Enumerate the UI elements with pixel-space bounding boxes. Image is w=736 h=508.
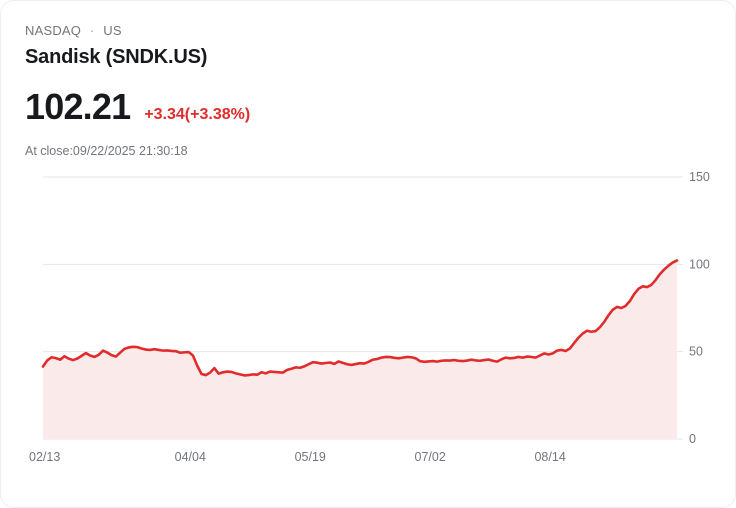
x-tick-label: 07/02 xyxy=(415,450,446,464)
quote-header: NASDAQ · US Sandisk (SNDK.US) 102.21 +3.… xyxy=(25,23,665,159)
exchange-line: NASDAQ · US xyxy=(25,23,665,39)
y-tick-label: 150 xyxy=(689,170,710,184)
x-tick-label: 05/19 xyxy=(295,450,326,464)
price-row: 102.21 +3.34(+3.38%) xyxy=(25,87,665,127)
y-axis-labels: 0 50 100 150 xyxy=(689,170,710,446)
price-chart-svg: 0 50 100 150 02/13 04/04 05/19 07/02 08/14 xyxy=(29,170,710,464)
price-chart[interactable]: 0 50 100 150 02/13 04/04 05/19 07/02 08/14 xyxy=(1,161,735,471)
x-tick-label: 04/04 xyxy=(175,450,206,464)
exchange-region: US xyxy=(103,23,122,38)
x-tick-label: 02/13 xyxy=(29,450,60,464)
x-axis-labels: 02/13 04/04 05/19 07/02 08/14 xyxy=(29,450,566,464)
price-change: +3.34(+3.38%) xyxy=(144,106,251,123)
close-timestamp: At close:09/22/2025 21:30:18 xyxy=(25,144,188,158)
y-tick-label: 50 xyxy=(689,345,703,359)
exchange-name: NASDAQ xyxy=(25,23,82,38)
y-tick-label: 0 xyxy=(689,432,696,446)
y-tick-label: 100 xyxy=(689,257,710,271)
price-line xyxy=(41,259,679,377)
price-area-fill xyxy=(43,260,677,439)
x-tick-label: 08/14 xyxy=(534,450,565,464)
last-price: 102.21 xyxy=(25,86,131,127)
page-title: Sandisk (SNDK.US) xyxy=(25,46,208,68)
exchange-separator: · xyxy=(89,23,95,38)
